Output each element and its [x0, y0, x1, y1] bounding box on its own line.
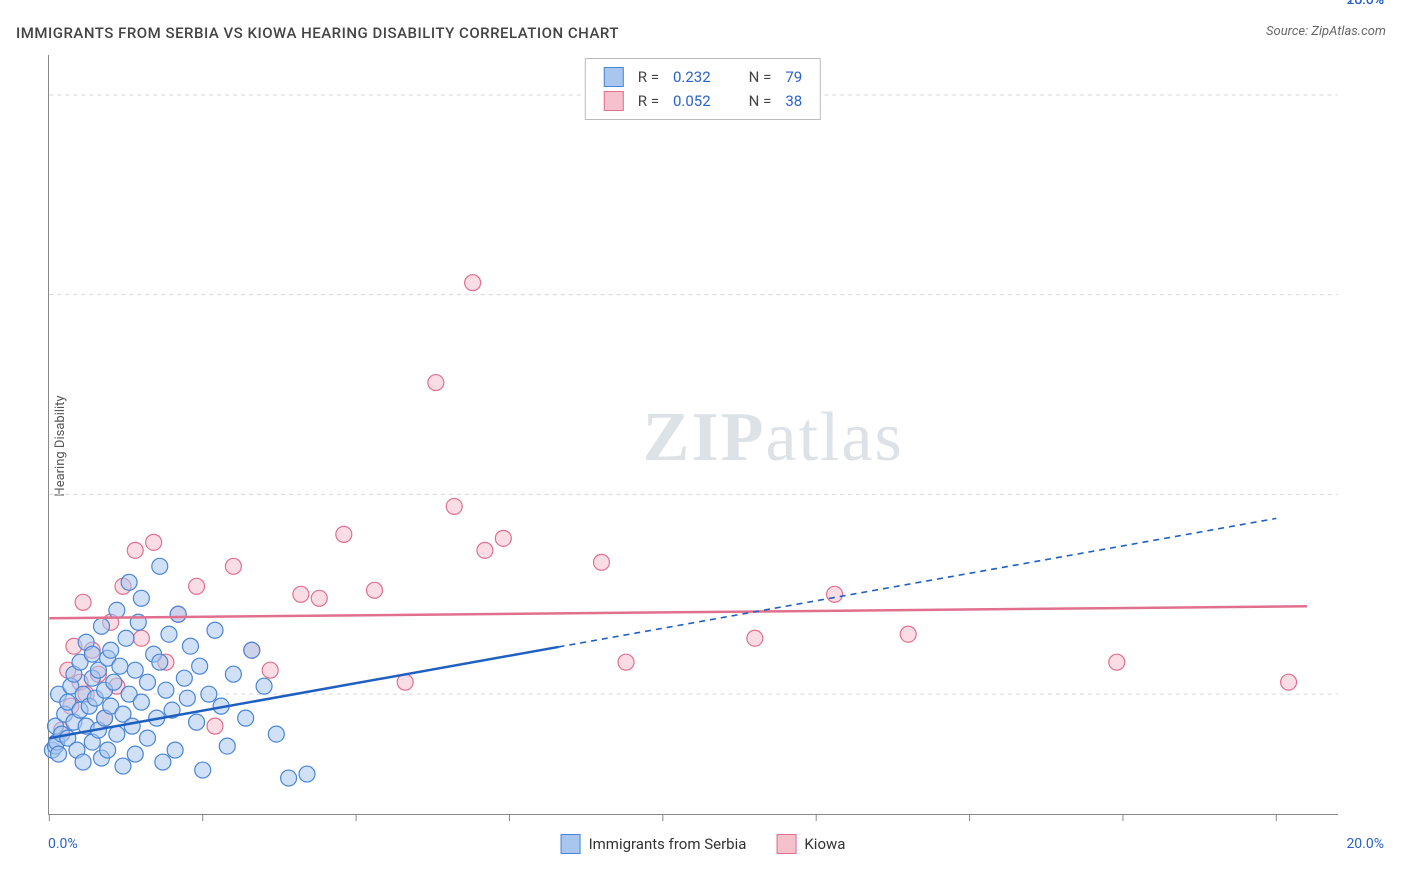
xtick-0: 0.0% [48, 836, 78, 852]
correlation-chart: IMMIGRANTS FROM SERBIA VS KIOWA HEARING … [0, 0, 1406, 892]
ytick-5: 5.0% [1354, 0, 1384, 8]
plot-area [48, 55, 1338, 815]
legend-row-serbia: R = 0.232 N = 79 [604, 65, 802, 89]
chart-title: IMMIGRANTS FROM SERBIA VS KIOWA HEARING … [16, 24, 619, 42]
legend-swatch-serbia-b [561, 834, 581, 854]
n-value-kiowa: 38 [785, 89, 802, 113]
legend-swatch-kiowa-b [776, 834, 796, 854]
legend-item-serbia: Immigrants from Serbia [561, 834, 747, 854]
series-legend: Immigrants from Serbia Kiowa [561, 834, 846, 854]
legend-label-serbia: Immigrants from Serbia [589, 835, 747, 853]
n-value-serbia: 79 [785, 65, 802, 89]
legend-swatch-serbia [604, 67, 624, 87]
correlation-legend: R = 0.232 N = 79 R = 0.052 N = 38 [585, 58, 821, 120]
legend-swatch-kiowa [604, 91, 624, 111]
source-label: Source: ZipAtlas.com [1266, 24, 1386, 39]
r-value-serbia: 0.232 [673, 65, 711, 89]
legend-item-kiowa: Kiowa [776, 834, 845, 854]
r-value-kiowa: 0.052 [673, 89, 711, 113]
xtick-20: 20.0% [1346, 836, 1384, 852]
legend-row-kiowa: R = 0.052 N = 38 [604, 89, 802, 113]
legend-label-kiowa: Kiowa [804, 835, 845, 853]
plot-svg [49, 55, 1338, 814]
